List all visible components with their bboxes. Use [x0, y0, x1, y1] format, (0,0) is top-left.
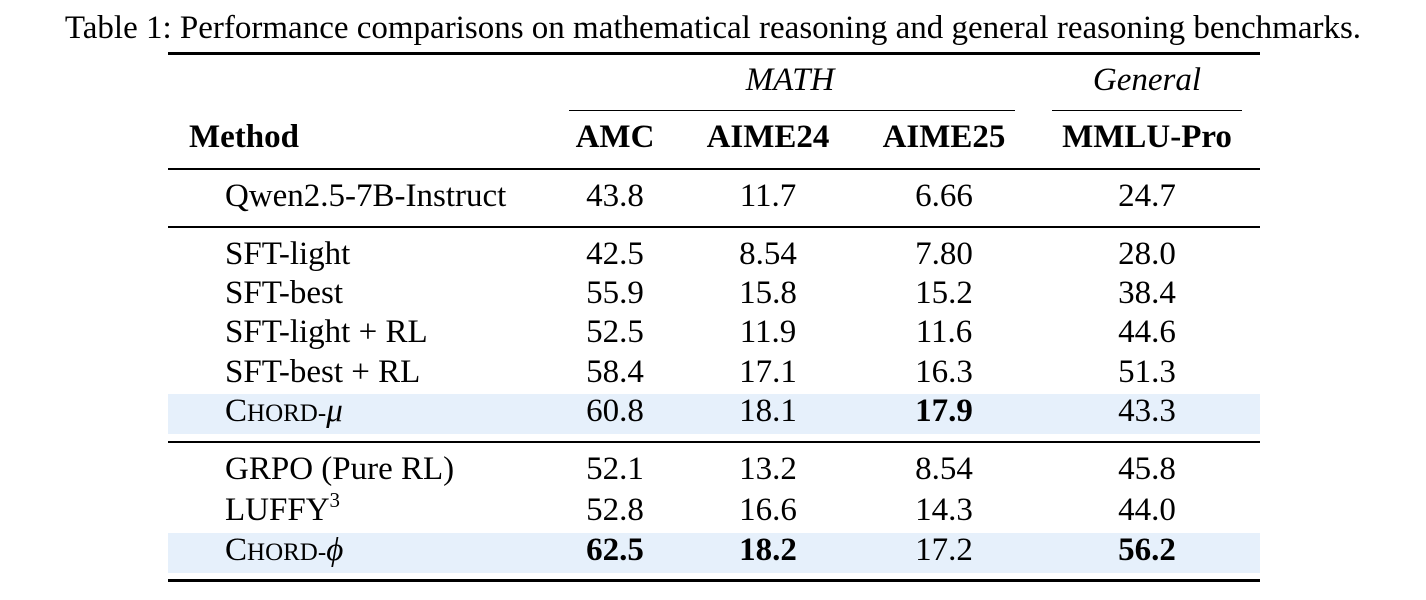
column-header-aime24: AIME24 [706, 119, 830, 155]
cell-aime25: 8.54 [915, 451, 973, 487]
math-group-rule [569, 110, 1015, 112]
bottom-rule [168, 579, 1260, 582]
row-highlight-chord-phi [168, 533, 1260, 573]
method-label: LUFFY [225, 492, 330, 528]
row-method-luffy: LUFFY3 [225, 490, 340, 530]
cell-aime24: 16.6 [739, 492, 797, 528]
row-method: SFT-light + RL [225, 314, 428, 350]
cell-aime24: 8.54 [739, 236, 797, 272]
header-rule [168, 168, 1260, 170]
cell-aime24: 11.9 [739, 314, 797, 350]
cell-aime25: 14.3 [915, 492, 973, 528]
cell-amc-best: 62.5 [586, 532, 644, 568]
cell-aime25: 7.80 [915, 236, 973, 272]
cell-amc: 52.1 [586, 451, 644, 487]
cell-amc: 42.5 [586, 236, 644, 272]
method-symbol: μ [326, 393, 343, 429]
cell-amc: 52.5 [586, 314, 644, 350]
cell-mmlu-pro: 28.0 [1118, 236, 1176, 272]
method-smallcaps-rest: HORD- [247, 400, 327, 427]
row-method-chord-mu: CHORD-μ [225, 391, 343, 434]
cell-amc: 43.8 [586, 178, 644, 214]
cell-mmlu-pro: 24.7 [1118, 178, 1176, 214]
cell-aime25: 15.2 [915, 275, 973, 311]
row-method-chord-phi: CHORD-ϕ [225, 530, 343, 573]
column-header-amc: AMC [575, 119, 655, 155]
method-symbol: ϕ [326, 532, 344, 568]
method-smallcaps-initial: C [225, 532, 248, 568]
row-method: GRPO (Pure RL) [225, 451, 455, 487]
cell-mmlu-pro-best: 56.2 [1118, 532, 1176, 568]
cell-aime25: 11.6 [915, 314, 973, 350]
group-header-math: MATH [745, 62, 835, 98]
cell-aime24: 15.8 [739, 275, 797, 311]
cell-aime24: 11.7 [739, 178, 797, 214]
cell-aime24-best: 18.2 [739, 532, 797, 568]
row-method: SFT-best + RL [225, 354, 421, 390]
column-header-method: Method [189, 119, 299, 155]
row-highlight-chord-mu [168, 394, 1260, 434]
row-method: SFT-light [225, 236, 351, 272]
cell-aime25: 16.3 [915, 354, 973, 390]
section-rule-1 [168, 226, 1260, 228]
cell-amc: 52.8 [586, 492, 644, 528]
table-caption: Table 1: Performance comparisons on math… [64, 10, 1362, 46]
cell-mmlu-pro: 38.4 [1118, 275, 1176, 311]
cell-aime25: 17.2 [915, 532, 973, 568]
footnote-marker: 3 [329, 488, 341, 512]
cell-aime24: 17.1 [739, 354, 797, 390]
cell-aime25-best: 17.9 [915, 393, 973, 429]
cell-amc: 58.4 [586, 354, 644, 390]
group-header-general: General [1092, 62, 1202, 98]
method-smallcaps-initial: C [225, 393, 248, 429]
cell-aime24: 13.2 [739, 451, 797, 487]
cell-amc: 60.8 [586, 393, 644, 429]
column-header-aime25: AIME25 [882, 119, 1006, 155]
cell-aime25: 6.66 [915, 178, 973, 214]
cell-mmlu-pro: 45.8 [1118, 451, 1176, 487]
top-rule [168, 52, 1260, 55]
column-header-mmlu-pro: MMLU-Pro [1062, 119, 1232, 155]
method-smallcaps-rest: HORD- [247, 539, 327, 566]
row-method: SFT-best [225, 275, 343, 311]
cell-mmlu-pro: 51.3 [1118, 354, 1176, 390]
cell-aime24: 18.1 [739, 393, 797, 429]
cell-amc: 55.9 [586, 275, 644, 311]
row-method: Qwen2.5-7B-Instruct [225, 178, 507, 214]
section-rule-2 [168, 441, 1260, 443]
general-group-rule [1052, 110, 1242, 112]
cell-mmlu-pro: 43.3 [1118, 393, 1176, 429]
cell-mmlu-pro: 44.6 [1118, 314, 1176, 350]
cell-mmlu-pro: 44.0 [1118, 492, 1176, 528]
